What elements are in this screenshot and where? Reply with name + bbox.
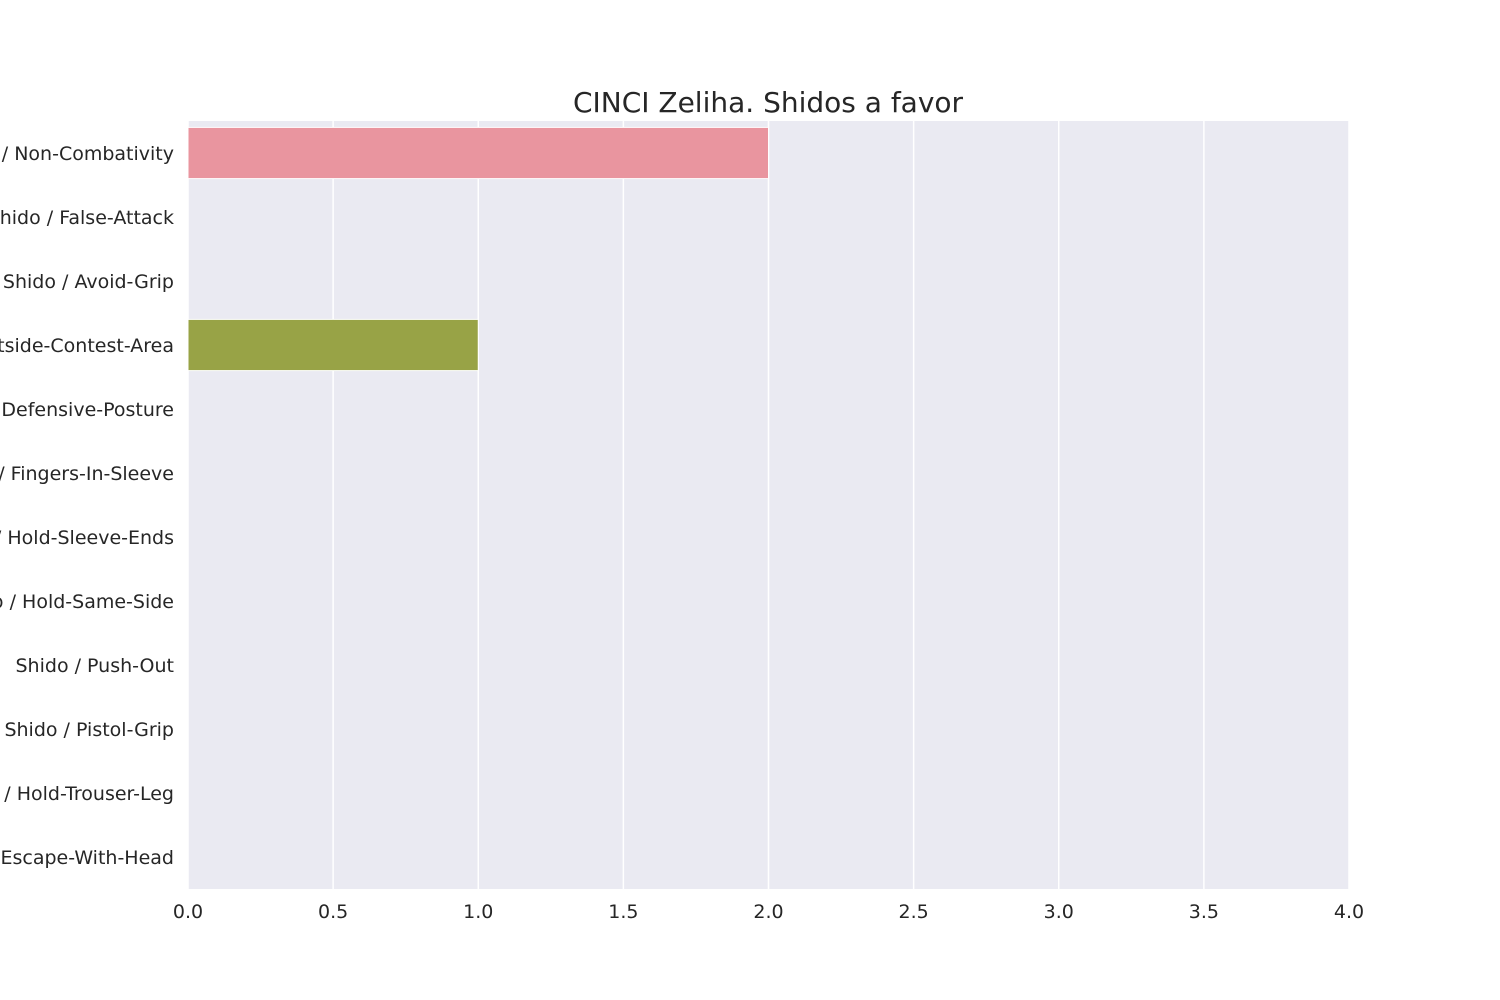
y-tick-label: Shido / Hold-Trouser-Leg — [0, 783, 174, 805]
y-tick-label: Shido / False-Attack — [0, 207, 174, 229]
x-tick-label: 4.0 — [1334, 901, 1364, 923]
x-tick-label: 0.5 — [318, 901, 348, 923]
y-tick-labels: Shido / Non-Combativity Shido / False-Att… — [0, 143, 174, 869]
x-tick-labels: 0.0 0.5 1.0 1.5 2.0 2.5 3.0 3.5 4.0 — [173, 901, 1364, 923]
y-tick-label: Shido / Push-Out — [16, 655, 175, 677]
y-tick-label: Shido / Non-Combativity — [0, 143, 174, 165]
x-tick-label: 3.0 — [1044, 901, 1074, 923]
bars — [187, 126, 769, 372]
x-tick-label: 1.5 — [608, 901, 638, 923]
x-tick-label: 1.0 — [463, 901, 493, 923]
bar — [187, 126, 769, 180]
y-tick-label: Shido / Outside-Contest-Area — [0, 335, 174, 357]
x-tick-label: 2.5 — [899, 901, 929, 923]
x-tick-label: 0.0 — [173, 901, 203, 923]
y-tick-label: Shido / Avoid-Grip — [3, 271, 174, 293]
bar — [187, 318, 479, 372]
y-tick-label: Shido / Pistol-Grip — [4, 719, 174, 741]
x-tick-label: 2.0 — [753, 901, 783, 923]
y-tick-label: Shido / Fingers-In-Sleeve — [0, 463, 174, 485]
y-tick-label: Shido / Hold-Sleeve-Ends — [0, 527, 174, 549]
x-tick-label: 3.5 — [1189, 901, 1219, 923]
y-tick-label: Shido / Escape-With-Head — [0, 847, 174, 869]
grid-lines — [187, 121, 1350, 889]
y-tick-label: Shido / Hold-Same-Side — [0, 591, 174, 613]
chart-title: CINCI Zeliha. Shidos a favor — [573, 86, 964, 119]
y-tick-label: Shido / Defensive-Posture — [0, 399, 174, 421]
